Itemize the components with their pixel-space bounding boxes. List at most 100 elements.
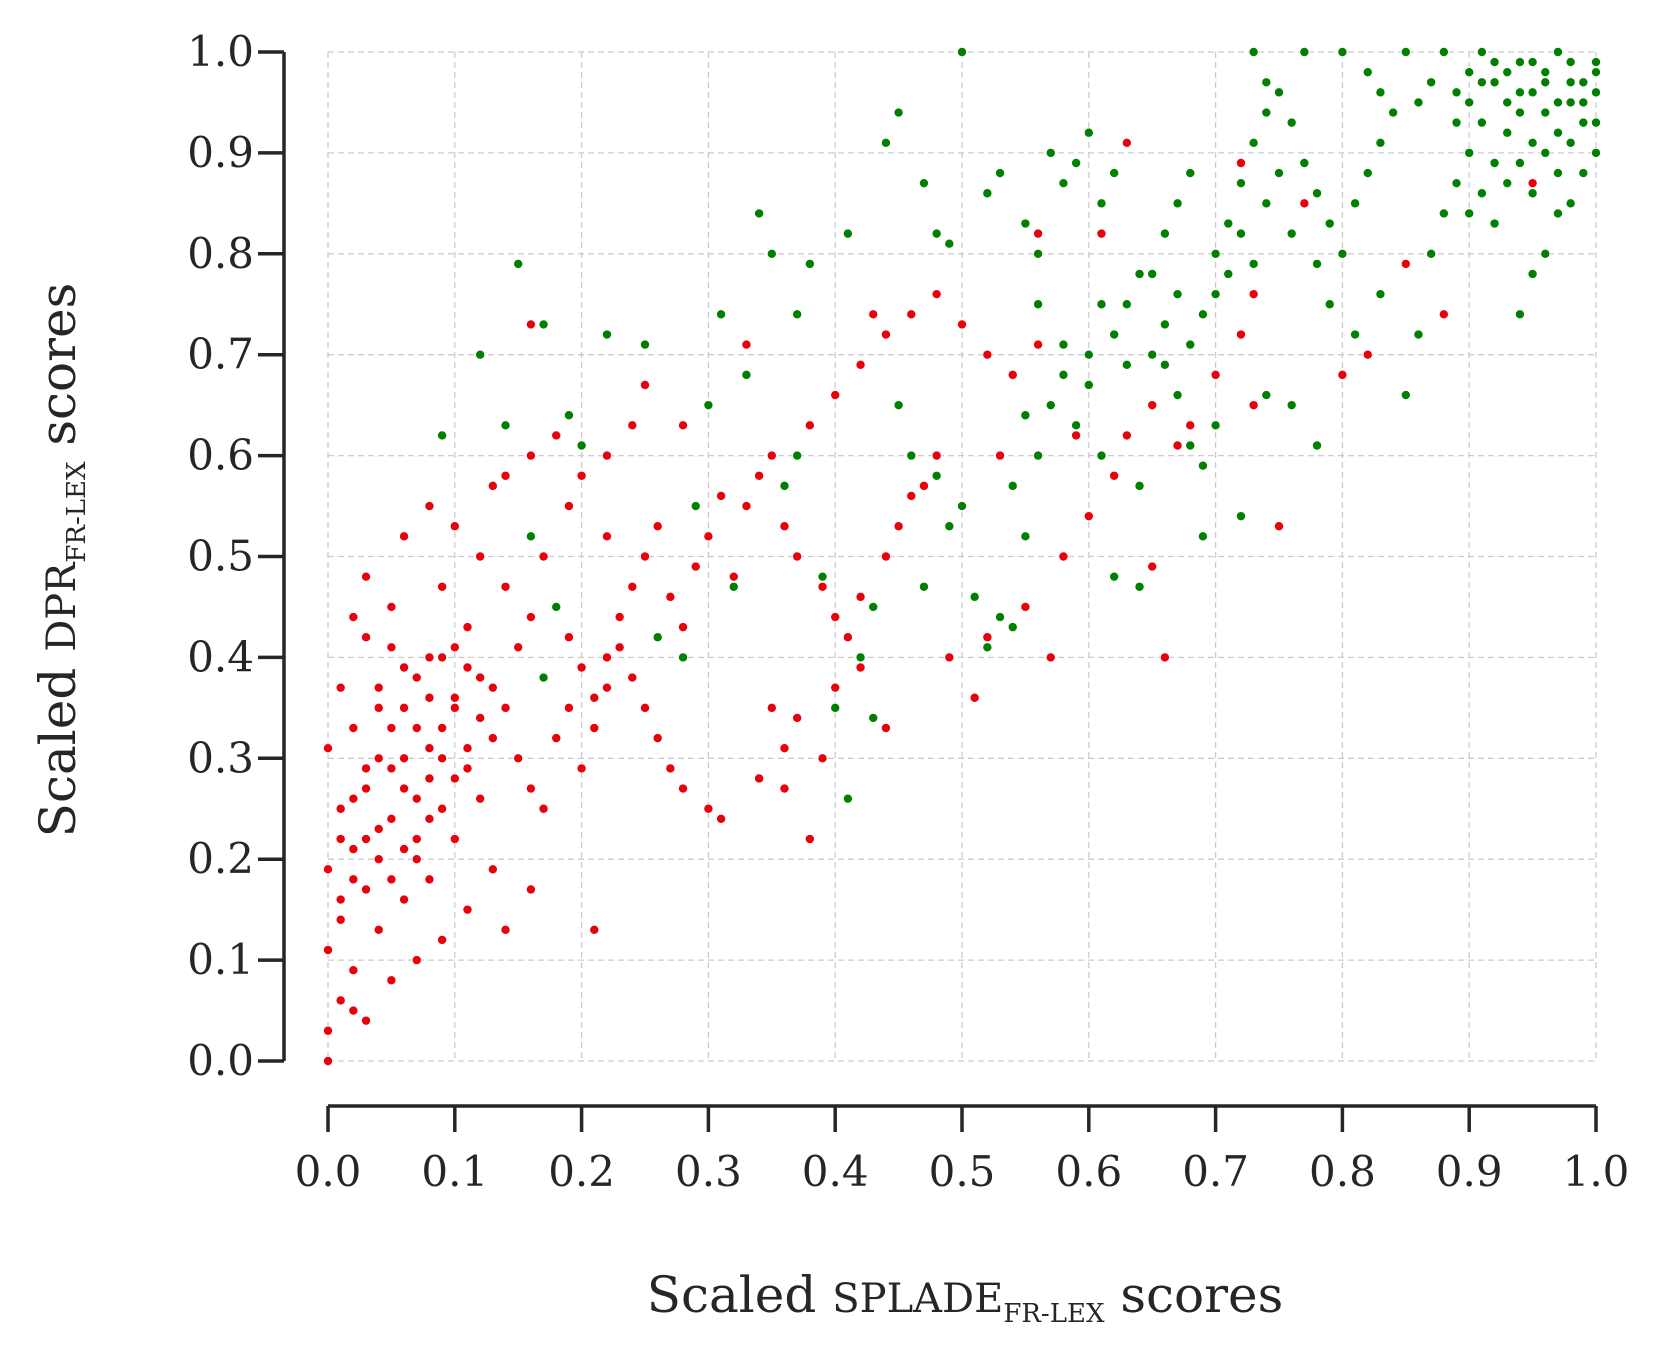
data-point [893,400,904,411]
data-point [1109,168,1120,179]
data-point [538,672,549,683]
data-point [1197,309,1208,320]
data-point [1248,289,1259,300]
data-point [361,632,372,643]
data-point [525,783,536,794]
data-point [614,612,625,623]
y-tick-label: 0.5 [187,532,254,581]
x-tick-label: 1.0 [1563,1147,1630,1196]
data-point [830,612,841,623]
data-point [1426,248,1437,259]
y-tick-label: 0.0 [187,1036,254,1085]
data-point [728,571,739,582]
data-point [1261,107,1272,118]
data-point [500,470,511,481]
data-point [1248,258,1259,269]
data-point [1058,369,1069,380]
y-tick-label: 1.0 [187,27,254,76]
data-point [399,662,410,673]
data-point [576,763,587,774]
data-point [449,773,460,784]
data-point [1312,188,1323,199]
data-point [855,591,866,602]
data-point [424,743,435,754]
data-point [678,783,689,794]
data-point [411,955,422,966]
data-point [817,571,828,582]
data-point [1565,57,1576,68]
data-point [652,733,663,744]
data-point [1210,248,1221,259]
data-point [855,662,866,673]
data-point [386,975,397,986]
data-point [386,601,397,612]
data-point [1591,117,1602,128]
data-point [1274,521,1285,532]
data-point [1350,329,1361,340]
data-point [766,450,777,461]
data-point [1071,430,1082,441]
data-point [361,571,372,582]
data-point [513,753,524,764]
data-point [1552,127,1563,138]
data-point [348,874,359,885]
data-point [614,642,625,653]
data-point [779,480,790,491]
x-axis-title: Scaled SPLADEFR-LEX scores [647,1266,1284,1329]
data-point [1223,268,1234,279]
data-point [1071,157,1082,168]
data-point [373,854,384,865]
data-point [792,309,803,320]
data-point [1565,137,1576,148]
x-tick-label: 0.5 [929,1147,996,1196]
data-point [1451,117,1462,128]
data-point [322,743,333,754]
data-point [868,309,879,320]
data-point [1121,430,1132,441]
data-point [601,652,612,663]
data-point [1540,248,1551,259]
data-point [386,874,397,885]
data-point [754,208,765,219]
data-point [982,349,993,360]
data-point [754,773,765,784]
data-point [449,642,460,653]
data-point [361,1015,372,1026]
data-point [842,793,853,804]
data-point [411,793,422,804]
data-point [1159,359,1170,370]
data-point [437,934,448,945]
data-point [627,672,638,683]
data-point [678,420,689,431]
x-tick-label: 0.3 [675,1147,742,1196]
data-point [373,924,384,935]
data-point [1489,77,1500,88]
data-point [437,581,448,592]
data-point [880,137,891,148]
data-point [1299,157,1310,168]
data-point [640,379,651,390]
data-point [1337,47,1348,58]
data-point [1552,47,1563,58]
data-point [1172,390,1183,401]
x-tick-label: 0.2 [548,1147,615,1196]
data-point [525,612,536,623]
data-point [880,551,891,562]
data-point [830,702,841,713]
data-point [1438,309,1449,320]
data-point [399,753,410,764]
data-point [399,783,410,794]
data-point [1552,97,1563,108]
data-point [500,420,511,431]
data-point [627,420,638,431]
data-point [665,763,676,774]
data-point [1248,137,1259,148]
data-point [1210,420,1221,431]
data-point [1514,157,1525,168]
data-point [1058,551,1069,562]
data-point [741,501,752,512]
data-point [475,349,486,360]
data-point [1489,57,1500,68]
data-point [1274,168,1285,179]
data-point [361,763,372,774]
